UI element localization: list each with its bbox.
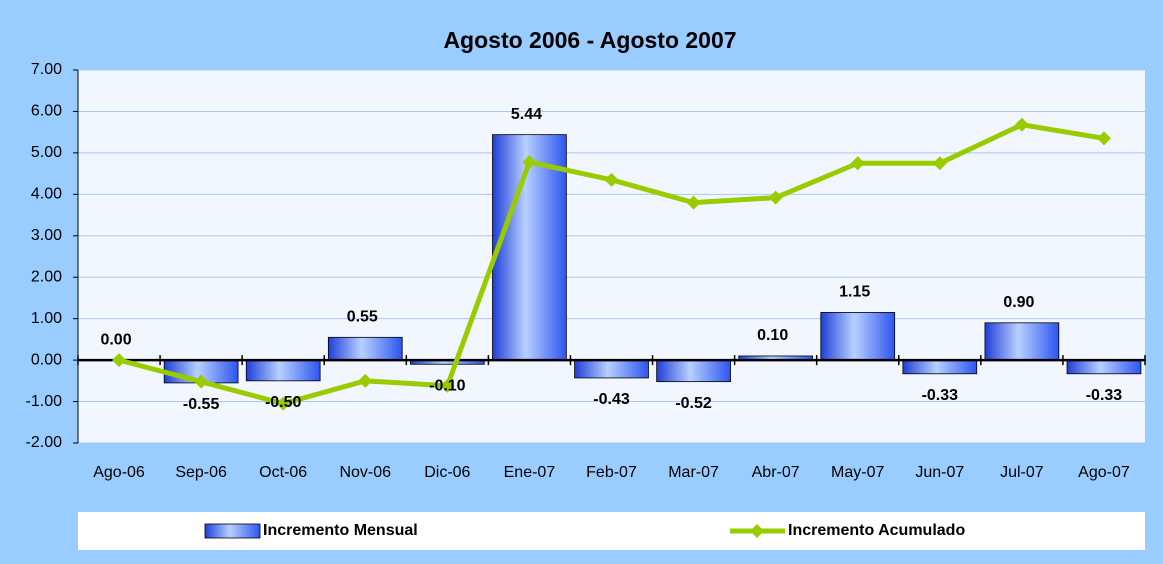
bar xyxy=(574,359,649,379)
value-label: 0.55 xyxy=(347,309,378,326)
legend-swatch xyxy=(204,523,261,539)
y-tick-label: 3.00 xyxy=(31,227,62,244)
x-tick-label: Jun-07 xyxy=(915,464,964,481)
x-tick-label: Feb-07 xyxy=(586,464,637,481)
bar xyxy=(902,359,978,375)
bar xyxy=(984,322,1060,361)
x-tick-label: Jul-07 xyxy=(1000,464,1044,481)
line-marker xyxy=(194,374,209,389)
y-tick-label: -2.00 xyxy=(26,434,63,451)
x-tick-label: Nov-06 xyxy=(339,464,391,481)
x-tick-label: Sep-06 xyxy=(175,464,227,481)
line-marker xyxy=(604,172,619,187)
y-tick-label: 2.00 xyxy=(31,268,62,285)
line-marker xyxy=(768,190,783,205)
legend-marker xyxy=(750,524,764,538)
line-marker xyxy=(1014,117,1029,132)
bar xyxy=(245,359,321,382)
bar xyxy=(820,312,896,361)
value-label: 0.10 xyxy=(757,327,788,344)
value-label: -0.55 xyxy=(183,396,220,413)
bar xyxy=(1066,359,1142,375)
y-tick-label: 4.00 xyxy=(31,186,62,203)
y-tick-label: 0.00 xyxy=(31,351,62,368)
y-tick-label: 1.00 xyxy=(31,310,62,327)
x-tick-label: Ago-06 xyxy=(93,464,145,481)
x-tick-label: Mar-07 xyxy=(668,464,719,481)
x-tick-label: Ene-07 xyxy=(504,464,556,481)
legend-label: Incremento Mensual xyxy=(263,522,418,539)
value-label: -0.33 xyxy=(1086,387,1123,404)
line-marker xyxy=(112,353,127,368)
value-label: 5.44 xyxy=(511,106,542,123)
x-tick-label: May-07 xyxy=(831,464,884,481)
bar xyxy=(327,336,403,361)
line-marker xyxy=(276,396,291,411)
chart-title: Agosto 2006 - Agosto 2007 xyxy=(443,27,736,53)
line-marker xyxy=(686,195,701,210)
line-marker xyxy=(932,156,947,171)
value-label: -0.50 xyxy=(265,394,302,411)
line-marker xyxy=(522,155,537,170)
x-tick-label: Abr-07 xyxy=(752,464,800,481)
y-tick-label: -1.00 xyxy=(26,393,63,410)
line-marker xyxy=(358,373,373,388)
y-tick-label: 6.00 xyxy=(31,103,62,120)
bar xyxy=(656,359,731,383)
x-tick-label: Ago-07 xyxy=(1078,464,1130,481)
x-tick-label: Dic-06 xyxy=(424,464,470,481)
x-tick-label: Oct-06 xyxy=(259,464,307,481)
y-tick-label: 5.00 xyxy=(31,144,62,161)
y-tick-label: 7.00 xyxy=(31,61,62,78)
value-label: -0.33 xyxy=(922,387,959,404)
value-label: 0.90 xyxy=(1003,294,1034,311)
value-label: -0.10 xyxy=(429,377,466,394)
plot-area xyxy=(78,70,1145,443)
value-label: -0.52 xyxy=(675,395,712,412)
legend-label: Incremento Acumulado xyxy=(788,522,965,539)
value-label: -0.43 xyxy=(593,391,630,408)
line-marker xyxy=(850,156,865,171)
bar xyxy=(492,134,567,361)
value-label: 1.15 xyxy=(839,284,870,301)
line-marker xyxy=(1096,131,1111,146)
value-label: 0.00 xyxy=(100,331,131,348)
line-marker xyxy=(440,378,455,393)
